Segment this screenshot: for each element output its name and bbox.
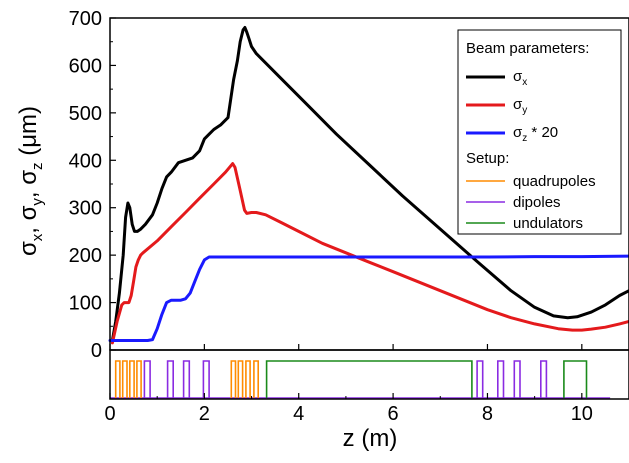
x-tick-label: 8	[482, 403, 493, 425]
x-tick-label: 2	[199, 403, 210, 425]
y-tick-label: 200	[69, 245, 102, 267]
legend-label-undulators: undulators	[513, 215, 583, 232]
y-tick-label: 400	[69, 150, 102, 172]
legend: Beam parameters: σx σy σz * 20 Setup: qu…	[457, 29, 622, 235]
legend-label-sy: σy	[513, 96, 527, 116]
legend-label-sx: σx	[513, 68, 527, 88]
y-axis: 0 100 200 300 400 500 600 700	[69, 8, 116, 362]
y-tick-label: 600	[69, 55, 102, 77]
y-tick-label: 700	[69, 8, 102, 30]
series-layer	[108, 26, 629, 345]
x-tick-label: 6	[388, 403, 399, 425]
series-line-sx	[110, 26, 629, 342]
setup-pulses-undulators	[265, 360, 588, 398]
legend-label-quadrupoles: quadrupoles	[513, 173, 596, 190]
plot-frame-bottom	[109, 349, 629, 400]
legend-label-sz: σz * 20	[513, 124, 558, 144]
y-tick-label: 0	[91, 340, 102, 362]
x-tick-label: 4	[293, 403, 304, 425]
setup-layer	[110, 360, 611, 399]
y-tick-label: 100	[69, 293, 102, 315]
legend-setup-header: Setup:	[466, 150, 509, 167]
series-line-sz	[108, 254, 629, 342]
legend-label-dipoles: dipoles	[513, 194, 561, 211]
x-tick-label: 0	[104, 403, 115, 425]
series-line-sy	[110, 162, 629, 345]
y-tick-label: 300	[69, 198, 102, 220]
legend-beam-header: Beam parameters:	[466, 40, 589, 57]
x-tick-label: 10	[571, 403, 593, 425]
y-tick-label: 500	[69, 103, 102, 125]
y-axis-title: σx, σy, σz (μm)	[15, 106, 46, 256]
x-axis-title: z (m)	[343, 425, 398, 452]
setup-pulses-quadrupoles	[114, 360, 259, 398]
x-axis: 0 2 4 6 8 10	[104, 344, 593, 425]
setup-pulses-dipoles	[143, 360, 548, 398]
